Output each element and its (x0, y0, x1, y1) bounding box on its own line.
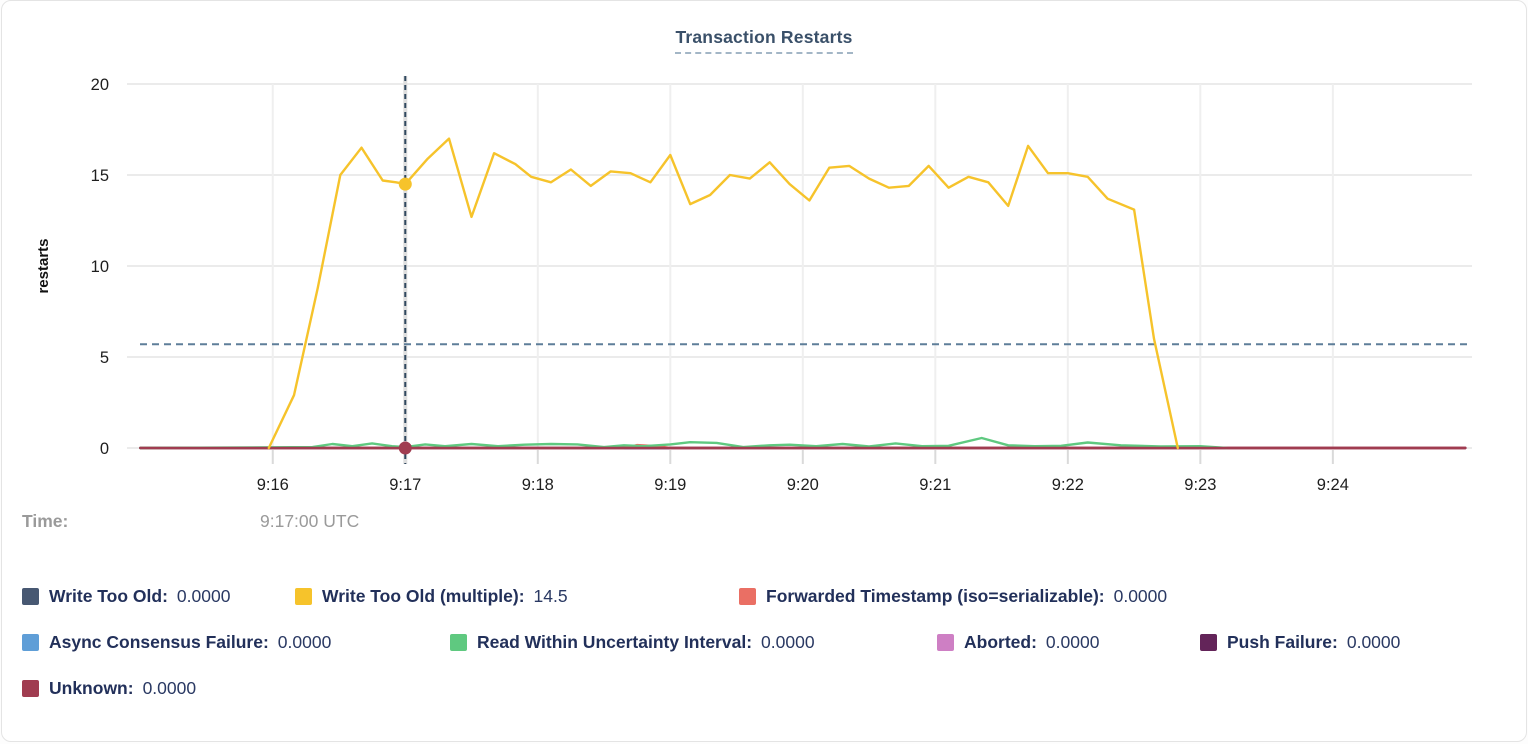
y-tick-label: 15 (91, 167, 109, 185)
legend-item-unknown: Unknown: 0.0000 (22, 678, 196, 699)
hover-dot-unknown (398, 441, 412, 455)
legend-item-push-failure: Push Failure: 0.0000 (1200, 632, 1400, 653)
legend-label: Async Consensus Failure: (49, 631, 269, 652)
legend-value: 0.0000 (1113, 585, 1168, 606)
legend-value: 0.0000 (1346, 631, 1401, 652)
legend-label: Push Failure: (1227, 631, 1338, 652)
hover-dot-write-too-old-multiple (398, 177, 412, 191)
legend-label: Read Within Uncertainty Interval: (477, 631, 753, 652)
legend-swatch-aborted (937, 633, 954, 651)
legend-swatch-write-too-old-multiple (295, 587, 312, 605)
legend-swatch-forwarded-timestamp-iso-serializable (739, 587, 756, 605)
legend-value: 0.0000 (1045, 631, 1100, 652)
legend-label: Forwarded Timestamp (iso=serializable): (766, 585, 1105, 606)
legend-item-write-too-old-multiple: Write Too Old (multiple): 14.5 (295, 586, 739, 607)
series-line-write-too-old-multiple (267, 137, 1180, 450)
series-line-read-within-uncertainty-interval (139, 436, 1229, 450)
legend-value: 0.0000 (142, 677, 197, 698)
legend-row: Unknown: 0.0000 (22, 675, 1506, 701)
x-tick-label: 9:21 (919, 476, 951, 494)
legend-swatch-read-within-uncertainty-interval (450, 633, 467, 651)
y-axis-label: restarts (35, 238, 52, 293)
chart-header: Transaction Restarts (2, 27, 1526, 54)
x-tick-label: 9:18 (522, 476, 554, 494)
legend-item-aborted: Aborted: 0.0000 (937, 632, 1200, 653)
legend-label: Write Too Old (multiple): (322, 585, 525, 606)
legend-item-forwarded-timestamp-iso-serializable: Forwarded Timestamp (iso=serializable): 0… (739, 586, 1167, 607)
x-tick-label: 9:16 (257, 476, 289, 494)
chart-title[interactable]: Transaction Restarts (675, 27, 853, 54)
transaction-restarts-chart[interactable]: 0 5 10 15 20 9:16 9:17 9:18 9:19 9:20 9:21 9:22 9:23… (2, 56, 1527, 506)
legend-swatch-write-too-old (22, 587, 39, 605)
legend-value: 14.5 (533, 585, 568, 606)
legend-value: 0.0000 (176, 585, 231, 606)
legend-label: Aborted: (964, 631, 1037, 652)
legend-row: Async Consensus Failure: 0.0000 Read Withi… (22, 629, 1506, 655)
legend-value: 0.0000 (761, 631, 815, 652)
legend-swatch-push-failure (1200, 633, 1217, 651)
legend-item-async-consensus-failure: Async Consensus Failure: 0.0000 (22, 632, 450, 653)
legend-swatch-unknown (22, 679, 39, 697)
y-tick-label: 5 (100, 349, 109, 367)
time-value: 9:17:00 UTC (260, 511, 360, 531)
y-tick-label: 20 (91, 76, 109, 94)
hover-time-row: Time: 9:17:00 UTC (22, 511, 359, 532)
chart-legend: Write Too Old: 0.0000 Write Too Old (multi… (22, 583, 1506, 721)
x-tick-label: 9:19 (654, 476, 686, 494)
x-tick-label: 9:17 (389, 476, 421, 494)
time-label: Time: (22, 511, 69, 531)
x-tick-label: 9:23 (1184, 476, 1216, 494)
legend-label: Unknown: (49, 677, 134, 698)
legend-label: Write Too Old: (49, 585, 168, 606)
x-tick-label: 9:20 (787, 476, 819, 494)
legend-item-write-too-old: Write Too Old: 0.0000 (22, 586, 295, 607)
x-tick-label: 9:22 (1052, 476, 1084, 494)
x-tick-label: 9:24 (1317, 476, 1349, 494)
y-tick-label: 10 (91, 258, 109, 276)
legend-value: 0.0000 (277, 631, 332, 652)
legend-row: Write Too Old: 0.0000 Write Too Old (multi… (22, 583, 1506, 609)
legend-item-read-within-uncertainty-interval: Read Within Uncertainty Interval: 0.0000 (450, 632, 937, 653)
y-tick-label: 0 (100, 440, 109, 458)
legend-swatch-async-consensus-failure (22, 633, 39, 651)
